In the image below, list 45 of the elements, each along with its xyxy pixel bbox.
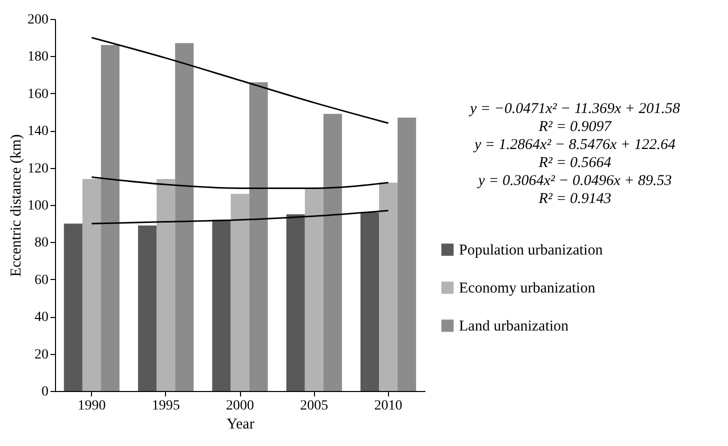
bar (100, 45, 120, 391)
x-tick-label: 2005 (300, 398, 328, 414)
bar (175, 43, 194, 391)
y-tick-label: 40 (34, 310, 48, 326)
bar (249, 82, 268, 391)
text: R² = 0.5664 (538, 154, 612, 172)
legend-label: Economy urbanization (459, 280, 596, 297)
y-tick-label: 20 (34, 347, 48, 362)
bar (64, 224, 82, 391)
legend-label: Population urbanization (459, 242, 604, 259)
line-series (90, 36, 390, 124)
bar (398, 118, 416, 391)
legend-label: Land urbanization (459, 318, 570, 335)
bar (379, 182, 398, 391)
y-tick-label: 180 (28, 50, 48, 65)
x-axis-title: Year (226, 416, 254, 432)
bar (230, 194, 250, 391)
y-tick-label: 120 (28, 161, 48, 176)
y-tick-label: 80 (34, 236, 48, 251)
y-tick-label: 160 (28, 86, 48, 102)
bar (360, 212, 380, 391)
text: y = 1.2864x² − 8.5476x + 122.64 (472, 136, 677, 154)
y-tick-label: 60 (34, 272, 48, 288)
y-tick-label: 0 (42, 384, 48, 400)
line-series (90, 176, 390, 190)
bar (304, 188, 324, 391)
y-tick-label: 200 (28, 12, 48, 28)
text: y = 0.3064x² − 0.0496x + 89.53 (476, 172, 673, 190)
bar (156, 178, 176, 391)
y-axis-title: Eccentric distance (km) (8, 134, 24, 277)
x-tick-label: 2000 (226, 398, 254, 414)
y-tick-label: 100 (28, 198, 48, 214)
bar (138, 225, 157, 391)
text: R² = 0.9143 (538, 190, 612, 208)
text: y = −0.0471x² − 11.369x + 201.58 (468, 100, 682, 118)
x-tick-label: 2010 (374, 398, 402, 414)
bar (286, 214, 305, 391)
bar (323, 114, 342, 391)
bar (212, 220, 231, 391)
text: R² = 0.9097 (538, 118, 613, 136)
x-tick-label: 1990 (78, 398, 106, 414)
line-series (90, 210, 390, 224)
y-tick-label: 140 (28, 124, 48, 140)
x-tick-label: 1995 (152, 398, 180, 414)
bar (82, 178, 101, 391)
